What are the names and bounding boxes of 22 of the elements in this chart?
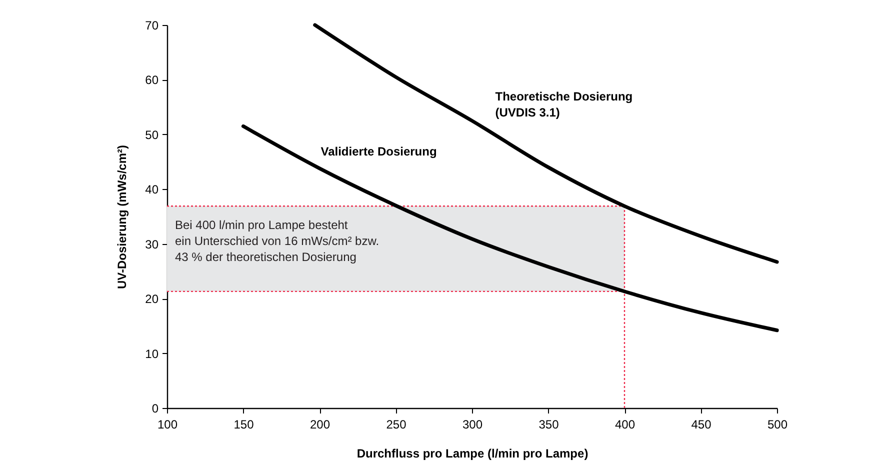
y-tick-label: 30 <box>145 237 159 252</box>
x-tick-label: 500 <box>767 418 788 432</box>
x-tick-label: 150 <box>234 418 254 432</box>
y-tick-label: 20 <box>145 292 159 306</box>
series-label: Theoretische Dosierung (UVDIS 3.1) <box>495 89 633 120</box>
y-tick-label: 10 <box>145 346 159 361</box>
x-tick-label: 200 <box>310 418 330 432</box>
y-axis-title: UV-Dosierung (mWs/cm²) <box>115 144 130 290</box>
x-axis-title: Durchfluss pro Lampe (l/min pro Lampe) <box>356 446 588 460</box>
y-tick-label: 0 <box>152 402 159 416</box>
x-tick-label: 350 <box>538 418 560 432</box>
series-label: Validierte Dosierung <box>320 144 437 159</box>
x-tick-label: 100 <box>157 418 178 432</box>
x-tick-label: 450 <box>691 418 712 432</box>
x-tick-label: 250 <box>386 418 407 432</box>
y-tick-label: 60 <box>145 73 159 88</box>
y-tick-label: 50 <box>145 128 159 142</box>
x-tick-label: 300 <box>462 418 483 432</box>
annotation: Bei 400 l/min pro Lampe besteht ein Unterschied von 16 mWs/cm² bzw. 43 % der theoretischen Dosierung <box>175 218 380 264</box>
x-tick-label: 400 <box>614 418 636 432</box>
y-tick-label: 70 <box>145 18 159 32</box>
y-tick-label: 40 <box>145 182 159 197</box>
